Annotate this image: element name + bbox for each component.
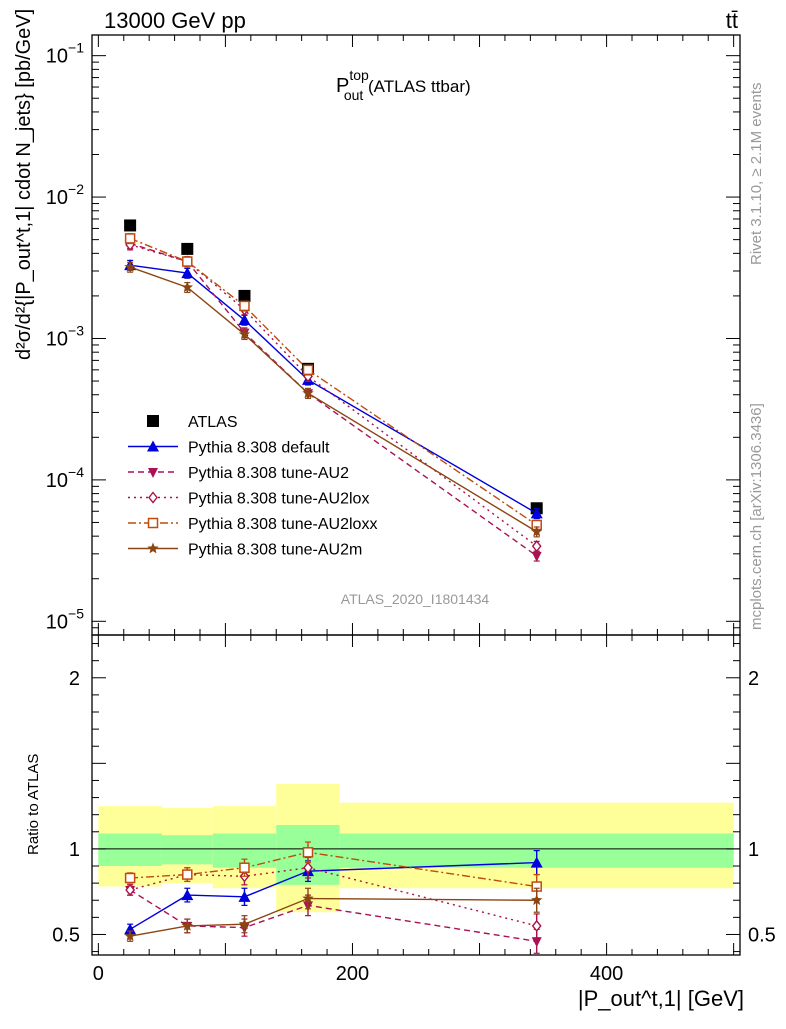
marker-AU2loxx xyxy=(124,233,136,244)
analysis-id: ATLAS_2020_I1801434 xyxy=(341,591,490,607)
y-tick-label-main: 10−1 xyxy=(46,40,84,68)
legend-label-ATLAS: ATLAS xyxy=(188,414,238,431)
marker-AU2lox xyxy=(303,861,313,874)
legend-marker-AU2 xyxy=(148,468,158,478)
marker-AU2lox xyxy=(531,540,542,553)
plot-title-sup: top xyxy=(349,67,369,83)
legend-label-default: Pythia 8.308 default xyxy=(188,440,330,457)
x-axis-label: |P_out^t,1| [GeV] xyxy=(578,986,744,1011)
main-series xyxy=(124,219,543,562)
y-tick-label-main: 10−4 xyxy=(46,464,84,492)
marker-AU2m xyxy=(124,261,136,272)
marker-AU2m xyxy=(238,918,251,930)
marker-AU2loxx xyxy=(239,300,250,312)
marker-AU2loxx xyxy=(239,862,250,873)
legend-label-AU2: Pythia 8.308 tune-AU2 xyxy=(188,465,349,482)
y-tick-label-ratio-right: 0.5 xyxy=(748,924,776,946)
ratio-axes: 0 200 400 0.5 0.5 1 1 2 2 xyxy=(52,635,776,985)
legend-marker-AU2loxx xyxy=(147,517,159,529)
y-tick-label-ratio: 0.5 xyxy=(52,924,80,946)
marker-AU2loxx xyxy=(302,364,314,376)
header-left: 13000 GeV pp xyxy=(104,8,246,33)
main-axes: 10−5 10−4 10−3 10−2 10−1 xyxy=(46,35,740,636)
marker-ATLAS xyxy=(181,242,194,255)
y-tick-label-ratio: 2 xyxy=(69,668,80,690)
marker-default xyxy=(181,889,194,901)
legend-label-AU2lox: Pythia 8.308 tune-AU2lox xyxy=(188,491,369,508)
marker-AU2loxx xyxy=(124,872,136,884)
marker-AU2m xyxy=(531,525,543,537)
ratio-plot-frame xyxy=(91,634,741,956)
y-axis-label-main: d²σ/d²{|P_out^t,1| cdot N_jets} [pb/GeV] xyxy=(13,9,35,360)
legend-label-AU2loxx: Pythia 8.308 tune-AU2loxx xyxy=(188,516,377,533)
marker-ATLAS xyxy=(124,219,137,232)
marker-AU2lox xyxy=(531,919,542,933)
legend-marker-AU2m xyxy=(147,542,159,554)
marker-AU2loxx xyxy=(182,869,193,880)
band-inner-1 xyxy=(161,835,213,865)
band-inner-0 xyxy=(98,833,162,867)
marker-AU2m xyxy=(302,892,314,904)
series-line-AU2lox xyxy=(129,867,537,927)
plot-title-suffix: (ATLAS ttbar) xyxy=(363,77,470,96)
plot-title: Ptop out (ATLAS ttbar) xyxy=(336,67,471,103)
marker-AU2loxx xyxy=(302,847,314,858)
y-tick-label-main: 10−5 xyxy=(46,605,84,633)
marker-default xyxy=(530,507,543,519)
ratio-series xyxy=(124,841,543,954)
legend-label-AU2m: Pythia 8.308 tune-AU2m xyxy=(188,542,362,559)
marker-AU2 xyxy=(531,937,542,948)
marker-AU2m xyxy=(124,930,136,941)
y-tick-label-main: 10−2 xyxy=(46,181,84,209)
legend-marker-ATLAS xyxy=(147,415,159,427)
plot-title-sub: out xyxy=(344,87,364,103)
y-tick-label-ratio-right: 2 xyxy=(748,668,759,690)
marker-default xyxy=(530,856,543,868)
y-tick-label-ratio: 1 xyxy=(69,839,80,861)
marker-AU2m xyxy=(531,894,543,906)
marker-AU2lox xyxy=(125,883,136,897)
legend-marker-default xyxy=(147,440,159,452)
marker-AU2m xyxy=(302,387,314,399)
marker-AU2loxx xyxy=(182,256,193,267)
marker-default xyxy=(181,267,194,279)
y-tick-label-ratio-right: 1 xyxy=(748,839,759,861)
marker-AU2m xyxy=(238,328,251,340)
x-tick-label: 400 xyxy=(590,963,623,985)
side-mcplots-label: mcplots.cern.ch [arXiv:1306.3436] xyxy=(748,403,765,630)
y-tick-label-main: 10−3 xyxy=(46,322,84,350)
y-axis-label-ratio: Ratio to ATLAS xyxy=(25,754,42,855)
x-tick-label: 0 xyxy=(93,963,104,985)
marker-default xyxy=(238,314,251,326)
header-right: tt̄ xyxy=(726,8,738,33)
side-rivet-label: Rivet 3.1.10, ≥ 2.1M events xyxy=(748,83,765,266)
marker-AU2m xyxy=(181,919,193,931)
marker-ATLAS xyxy=(238,289,251,302)
x-tick-label: 200 xyxy=(336,963,369,985)
marker-default xyxy=(238,890,251,902)
marker-AU2m xyxy=(181,281,193,293)
legend: ATLAS Pythia 8.308 default Pythia 8.308 tu… xyxy=(128,414,377,559)
legend-marker-AU2lox xyxy=(148,491,158,504)
marker-AU2 xyxy=(531,551,542,562)
plot-title-main: P xyxy=(336,75,349,97)
